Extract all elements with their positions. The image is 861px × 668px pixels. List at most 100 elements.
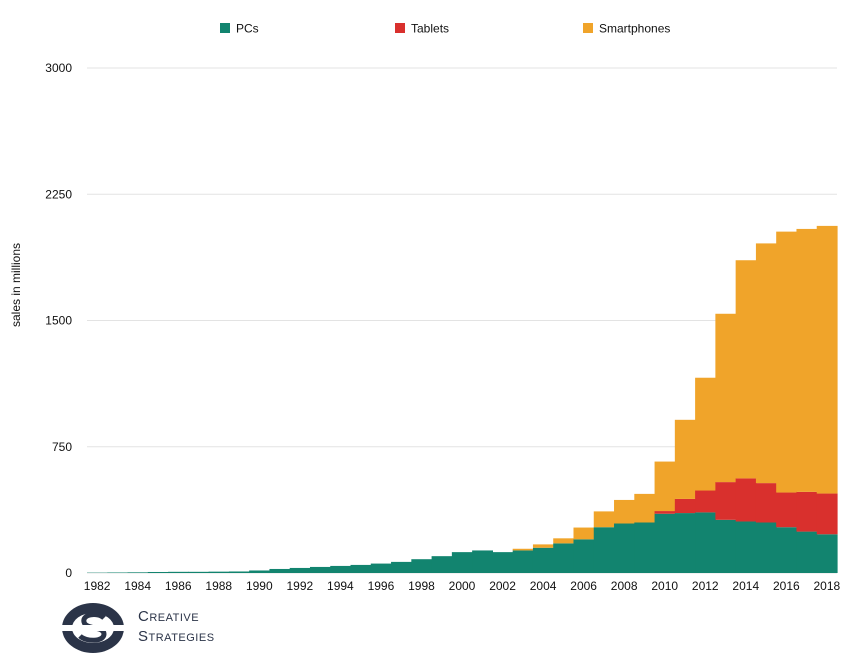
- bar-smartphones-2015: [755, 243, 777, 484]
- bar-pcs-1984: [127, 572, 149, 573]
- bar-tablets-2010: [654, 511, 676, 514]
- bar-tablets-2015: [755, 483, 777, 523]
- bar-pcs-1997: [391, 561, 412, 573]
- bar-pcs-1989: [228, 571, 250, 573]
- bar-pcs-2014: [735, 521, 757, 573]
- bar-pcs-2000: [451, 552, 473, 573]
- bar-pcs-1987: [188, 571, 210, 573]
- bar-tablets-2011: [674, 498, 696, 514]
- bar-pcs-2018: [816, 534, 838, 573]
- bar-pcs-2017: [796, 531, 818, 573]
- bar-pcs-1985: [147, 571, 169, 573]
- bar-smartphones-2017: [796, 228, 818, 492]
- bar-smartphones-2012: [695, 377, 716, 491]
- y-tick-label: 2250: [45, 187, 72, 201]
- bar-pcs-1990: [249, 570, 271, 573]
- bar-pcs-2002: [492, 552, 514, 573]
- y-tick-label: 1500: [45, 314, 72, 328]
- y-tick-label: 750: [52, 440, 72, 454]
- bar-pcs-1991: [269, 568, 291, 573]
- x-axis-ticks: 1982 1984 1986 1988 1990 1992 1994 1996 1998 2000…: [84, 579, 841, 593]
- bar-pcs-2015: [755, 522, 777, 573]
- bar-smartphones-2004: [532, 544, 554, 548]
- x-tick-label: 2016: [773, 579, 800, 593]
- bar-pcs-2007: [593, 527, 615, 573]
- legend-item-tablets[interactable]: Tablets: [395, 22, 449, 36]
- cs-logo-icon: [60, 603, 126, 653]
- x-tick-label: 2002: [489, 579, 516, 593]
- bar-pcs-2004: [532, 547, 554, 573]
- x-tick-label: 1990: [246, 579, 273, 593]
- bar-pcs-1988: [208, 571, 230, 573]
- logo-text-strategies: Strategies: [138, 628, 215, 645]
- x-tick-label: 1996: [368, 579, 395, 593]
- bar-smartphones-2008: [614, 499, 635, 524]
- x-tick-label: 1986: [165, 579, 192, 593]
- x-tick-label: 2008: [611, 579, 638, 593]
- x-tick-label: 1982: [84, 579, 111, 593]
- legend-label: Smartphones: [599, 22, 670, 36]
- bar-pcs-2003: [512, 550, 534, 573]
- y-tick-label: 3000: [45, 61, 72, 75]
- bar-pcs-2008: [614, 523, 635, 573]
- bar-tablets-2016: [776, 492, 798, 528]
- x-tick-label: 1988: [205, 579, 232, 593]
- plot-area: [87, 225, 838, 573]
- bar-pcs-2010: [654, 513, 676, 573]
- y-tick-label: 0: [65, 566, 72, 580]
- bar-pcs-1994: [330, 565, 352, 573]
- legend-item-pcs[interactable]: PCs: [220, 22, 259, 36]
- bar-pcs-1995: [350, 564, 372, 573]
- bar-pcs-1983: [107, 572, 129, 573]
- x-tick-label: 2004: [530, 579, 557, 593]
- legend-swatch: [583, 23, 593, 33]
- bar-pcs-2006: [573, 539, 595, 573]
- bar-tablets-2012: [695, 490, 716, 513]
- bar-pcs-2013: [715, 519, 737, 573]
- x-tick-label: 1994: [327, 579, 354, 593]
- legend-label: Tablets: [411, 22, 449, 36]
- bar-smartphones-2016: [776, 231, 798, 493]
- bar-smartphones-2011: [674, 419, 696, 499]
- bar-pcs-1999: [431, 556, 453, 573]
- legend-swatch: [220, 23, 230, 33]
- bar-pcs-2001: [472, 550, 494, 573]
- bar-smartphones-2005: [553, 538, 575, 544]
- bar-smartphones-2014: [735, 260, 757, 479]
- bar-pcs-1998: [411, 559, 433, 573]
- bar-pcs-2012: [695, 512, 716, 573]
- legend-item-smartphones[interactable]: Smartphones: [583, 22, 670, 36]
- x-tick-label: 2000: [449, 579, 476, 593]
- bar-pcs-2005: [553, 543, 575, 573]
- x-tick-label: 2010: [651, 579, 678, 593]
- legend: PCs Tablets Smartphones: [220, 22, 670, 36]
- logo-text-creative: Creative: [138, 608, 200, 625]
- bar-pcs-1986: [168, 571, 189, 573]
- bar-smartphones-2013: [715, 313, 737, 483]
- bar-tablets-2014: [735, 478, 757, 522]
- x-tick-label: 2014: [732, 579, 759, 593]
- creative-strategies-logo: Creative Strategies: [60, 600, 260, 660]
- bar-smartphones-2010: [654, 461, 676, 512]
- y-axis-ticks: 0 750 1500 2250 3000: [45, 61, 72, 580]
- bar-tablets-2013: [715, 482, 737, 520]
- legend-label: PCs: [236, 22, 259, 36]
- bar-pcs-2009: [634, 522, 656, 573]
- x-tick-label: 2006: [570, 579, 597, 593]
- x-tick-label: 1998: [408, 579, 435, 593]
- bar-tablets-2018: [816, 493, 838, 535]
- bar-pcs-2016: [776, 527, 798, 573]
- y-axis-label: sales in millions: [9, 243, 23, 327]
- bar-smartphones-2009: [634, 493, 656, 523]
- bar-smartphones-2003: [512, 548, 534, 551]
- bar-pcs-1993: [309, 566, 331, 573]
- x-tick-label: 1984: [124, 579, 151, 593]
- bar-smartphones-2006: [573, 527, 595, 540]
- bar-pcs-1996: [370, 563, 392, 573]
- x-tick-label: 2012: [692, 579, 719, 593]
- bar-tablets-2017: [796, 491, 818, 532]
- bar-smartphones-2007: [593, 511, 615, 528]
- bar-pcs-2011: [674, 513, 696, 573]
- x-tick-label: 1992: [286, 579, 313, 593]
